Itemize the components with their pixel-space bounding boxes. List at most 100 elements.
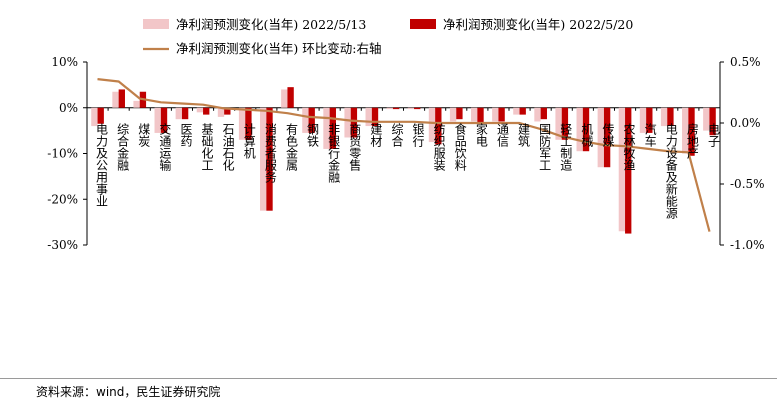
category-label: 纺织服装	[432, 122, 446, 171]
bar-0520	[414, 107, 421, 110]
bar-0513	[196, 107, 204, 113]
bar-0513	[344, 107, 351, 138]
bar-0513	[555, 107, 562, 140]
line-series-wow-change	[97, 78, 711, 232]
bar-0520	[308, 107, 315, 133]
bar-0513	[428, 107, 436, 143]
legend-swatch-0513	[143, 19, 169, 29]
category-label: 建材	[369, 122, 383, 146]
chart-axes: 10% 0% -10% -20% -30% 0.5% 0.0% -0.5% -1.0%	[47, 55, 764, 252]
category-label: 石油石化	[221, 123, 235, 172]
right-axis-tick-label: -1.0%	[730, 238, 765, 252]
left-axis-tick-label: -30%	[47, 238, 78, 252]
bar-0513	[386, 107, 393, 110]
bar-0513	[112, 91, 119, 108]
category-labels: 电力及公用事业 综合金融 煤炭 交通运输 医药 基础化工 石油石化 计算机 消费者服务 有色金属钢…	[95, 121, 721, 219]
chart-legend: 净利润预测变化(当年) 2022/5/13 净利润预测变化(当年) 2022/5/…	[143, 17, 633, 56]
bar-0520	[646, 107, 653, 133]
left-axis-tick-label: -20%	[47, 192, 78, 206]
bar-0520	[435, 107, 442, 145]
left-axis-tick-label: -10%	[47, 147, 78, 161]
category-label: 传媒	[601, 121, 615, 146]
bar-0520	[224, 107, 231, 115]
bar-0520	[160, 107, 168, 133]
bar-0520	[181, 107, 189, 120]
bar-0520	[498, 107, 505, 122]
bar-0520	[266, 107, 273, 211]
bar-0520	[350, 107, 358, 138]
bar-0513	[534, 107, 541, 122]
bar-0520	[97, 107, 104, 124]
bar-0513	[471, 107, 478, 122]
category-label: 国防军工	[538, 123, 552, 171]
bar-0513	[576, 107, 583, 152]
bar-0513	[449, 107, 457, 122]
right-axis-tick-label: 0.0%	[730, 116, 761, 130]
bar-0520	[603, 107, 611, 168]
category-label: 轻工制造	[559, 122, 573, 170]
bar-0513	[302, 107, 309, 133]
bar-0520	[371, 107, 379, 127]
legend-label-0513: 净利润预测变化(当年) 2022/5/13	[176, 17, 366, 32]
bar-0520	[667, 107, 674, 127]
bar-0513	[365, 107, 372, 127]
bar-0513	[217, 107, 225, 117]
category-label: 银行	[411, 122, 425, 146]
category-label: 钢铁	[306, 122, 320, 146]
bar-0513	[323, 107, 330, 149]
legend-swatch-0520	[410, 19, 436, 29]
bar-0520	[561, 107, 569, 140]
legend-label-0520: 净利润预测变化(当年) 2022/5/20	[443, 17, 633, 32]
category-label: 商贸零售	[348, 121, 362, 170]
category-label: 医药	[179, 123, 193, 147]
bar-0513	[175, 107, 182, 120]
category-label: 食品饮料	[453, 121, 467, 170]
bar-0513	[281, 89, 288, 108]
right-axis-tick-label: -0.5%	[730, 177, 765, 191]
category-label: 有色金属	[284, 122, 298, 171]
bar-0513	[513, 107, 520, 115]
bar-0513	[238, 107, 246, 140]
category-label: 机械	[580, 122, 594, 146]
bar-0513	[703, 107, 710, 131]
category-label: 通信	[495, 122, 509, 147]
category-label: 建筑	[517, 122, 531, 146]
bar-0513	[91, 107, 98, 127]
bar-0513	[407, 107, 415, 110]
bar-0520	[392, 107, 400, 110]
bar-0513	[618, 107, 626, 232]
bar-0520	[709, 107, 716, 136]
bar-0520	[519, 107, 526, 115]
chart-canvas: 净利润预测变化(当年) 2022/5/13 净利润预测变化(当年) 2022/5/…	[47, 17, 764, 252]
bar-0520	[582, 107, 590, 152]
category-label: 综合金融	[116, 122, 130, 171]
category-label: 农林牧渔	[622, 122, 636, 170]
bar-0520	[287, 87, 294, 108]
bar-0513	[597, 107, 604, 168]
bar-0520	[245, 107, 252, 140]
bar-0513	[639, 107, 647, 133]
chart-line-series	[97, 78, 711, 232]
bar-0513	[260, 107, 267, 211]
bar-0513	[660, 107, 668, 127]
category-label: 汽车	[643, 121, 657, 147]
bar-0520	[456, 107, 463, 120]
right-axis-tick-label: 0.5%	[730, 55, 761, 69]
bar-0513	[492, 107, 499, 122]
bar-0513	[682, 107, 689, 154]
bar-0520	[540, 107, 547, 120]
category-label: 计算机	[242, 122, 256, 158]
category-label: 交通运输	[158, 121, 172, 171]
category-label: 煤炭	[137, 122, 151, 147]
left-axis-tick-label: 10%	[51, 55, 78, 69]
source-note: 资料来源：wind，民生证券研究院	[36, 385, 221, 399]
bar-0520	[203, 107, 210, 115]
bar-0520	[477, 107, 484, 124]
category-label: 房地产	[685, 121, 699, 159]
footer-divider	[0, 378, 777, 379]
category-label: 电子	[706, 122, 720, 146]
category-label: 电力设备及新能源	[664, 122, 678, 219]
category-label: 综合	[390, 122, 404, 146]
bar-0513	[154, 107, 161, 133]
bar-0520	[625, 107, 632, 234]
